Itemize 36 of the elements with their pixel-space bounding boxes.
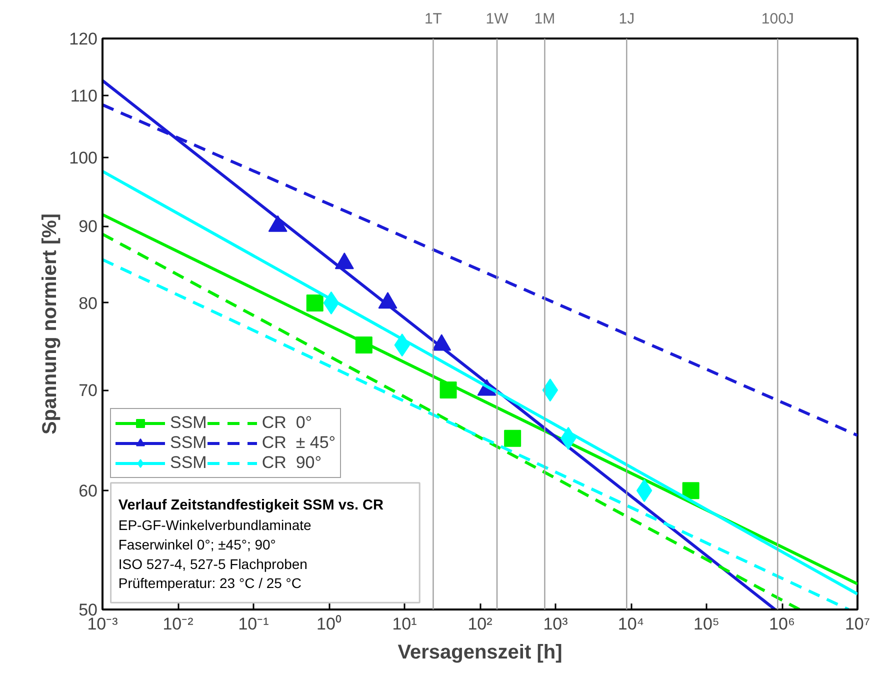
x-tick-label: 10⁷	[844, 614, 870, 634]
legend-label: CR 0°	[262, 413, 312, 433]
x-tick-label: 10⁴	[618, 614, 644, 634]
ref-line-label: 100J	[761, 10, 794, 28]
annotation: ISO 527-4, 527-5 Flachproben	[118, 556, 308, 572]
annotation: Faserwinkel 0°; ±45°; 90°	[118, 536, 276, 552]
y-tick-label: 60	[78, 482, 98, 501]
x-tick-label: 10⁰	[316, 614, 342, 634]
annotation: EP-GF-Winkelverbundlaminate	[118, 517, 312, 533]
y-axis-title: Spannung normiert [%]	[39, 213, 62, 435]
legend-label: CR ± 45°	[262, 433, 336, 453]
x-axis-title: Versagenszeit [h]	[398, 642, 562, 664]
ref-line-label: 1J	[618, 10, 635, 28]
y-tick-label: 80	[78, 294, 98, 313]
ref-line-label: 1M	[534, 10, 556, 28]
y-tick-label: 110	[70, 86, 98, 106]
y-tick-label: 90	[78, 217, 98, 236]
ref-line-label: 1T	[424, 10, 442, 28]
ref-line-label: 1W	[486, 10, 510, 28]
x-tick-label: 10⁶	[769, 614, 795, 634]
legend-label: CR 90°	[262, 453, 322, 473]
x-tick-label: 10⁻¹	[238, 614, 270, 634]
legend-label: SSM	[170, 433, 207, 453]
x-tick-label: 10⁻²	[162, 614, 194, 634]
x-tick-label: 10⁵	[694, 614, 720, 634]
y-tick-label: 120	[69, 30, 98, 48]
x-tick-label: 10⁻³	[87, 614, 118, 634]
x-tick-label: 10²	[468, 614, 493, 634]
legend-label: SSM	[170, 413, 207, 433]
x-tick-label: 10³	[543, 614, 568, 634]
annotation: Prüftemperatur: 23 °C / 25 °C	[118, 575, 302, 592]
x-tick-label: 10¹	[392, 614, 418, 634]
y-tick-label: 100	[69, 148, 98, 168]
annotation: Verlauf Zeitstandfestigkeit SSM vs. CR	[118, 498, 384, 514]
legend-label: SSM	[170, 453, 207, 473]
y-tick-label: 70	[78, 381, 98, 400]
